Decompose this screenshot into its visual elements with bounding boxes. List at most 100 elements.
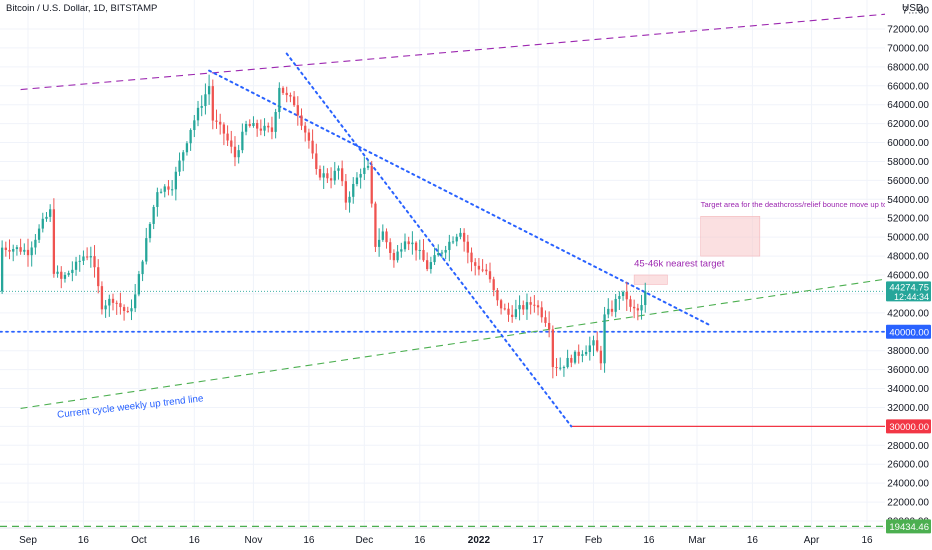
time-tick-label: Dec [355,535,373,546]
candle-body [45,216,48,219]
candle-body [300,115,303,126]
candle-body [185,143,189,153]
price-tick-label: 24000.00 [887,479,929,490]
candle-body [200,106,203,108]
candle-body [137,274,141,295]
zones-layer [633,216,761,285]
price-tick-label: 46000.00 [887,271,929,282]
candle-body [233,146,237,158]
candle-body [174,171,177,190]
price-tick-label: 42000.00 [887,308,929,319]
candle-body [581,354,584,356]
candle-body [292,96,296,106]
candle-body [26,249,30,256]
candle-body [507,308,510,315]
candle-body [167,186,170,190]
candle-body [252,123,255,126]
candle-body [111,298,115,303]
candle-body [433,255,436,263]
currency-label[interactable]: USD [902,3,923,14]
candle-body [584,351,588,355]
last-price-badge[interactable] [886,281,931,302]
candle-body [156,192,159,207]
candle-body [422,249,425,261]
hline-badge[interactable] [886,419,931,434]
candle-body [333,170,336,181]
candle-body [363,167,366,174]
candle-body [204,94,207,107]
candle-body [307,132,311,141]
candle-body [304,125,307,133]
price-tick-label: 32000.00 [887,403,929,414]
candle-body [359,173,362,178]
hline-badge[interactable] [886,324,931,339]
hline-badge-label: 30000.00 [889,422,929,433]
price-tick-label: 36000.00 [887,365,929,376]
candle-body [341,168,344,182]
candles-layer [0,74,647,379]
candle-body [570,357,573,363]
candle-body [474,262,477,266]
candle-body [37,228,41,240]
candle-body [374,203,377,247]
symbol-title: Bitcoin / U.S. Dollar, 1D, BITSTAMP [6,3,157,14]
time-tick-label: Oct [131,535,147,546]
candle-body [67,273,70,275]
horizontal-lines-layer [0,290,886,527]
price-tick-label: 60000.00 [887,138,929,149]
candle-body [533,304,536,306]
price-tick-label: 58000.00 [887,157,929,168]
candle-body [352,183,355,197]
time-tick-label: Mar [688,535,706,546]
candle-body [193,120,196,131]
candle-body [163,186,166,192]
price-tick-label: 22000.00 [887,498,929,509]
candle-body [52,209,56,274]
candle-body [85,256,89,258]
candle-body [640,305,643,311]
candle-body [348,196,351,203]
candle-body [315,153,318,170]
time-tick-label: 2022 [468,535,491,546]
candle-body [518,305,521,310]
candle-body [311,140,314,154]
hline-badge[interactable] [886,519,931,534]
candle-body [337,168,340,171]
candle-body [514,309,518,317]
price-tick-label: 56000.00 [887,176,929,187]
last-price-label: 44274.75 [889,282,929,293]
candle-body [115,302,118,304]
candle-body [618,296,621,299]
candle-body [414,242,418,251]
annotation-nearest-target: 45-46k nearest target [634,258,725,269]
candle-body [244,124,248,132]
candle-body [344,181,348,203]
candle-body [108,298,111,306]
candle-body [603,314,606,364]
candle-body [196,107,200,121]
candle-body [159,191,163,193]
candle-body [170,189,174,191]
trend-lines-layer [20,12,901,428]
candle-body [525,302,529,310]
candle-body [78,260,81,262]
candle-body [182,152,185,161]
time-tick-label: Apr [804,535,820,546]
candle-body [485,269,488,272]
time-axis-background[interactable] [0,528,885,550]
candle-body [547,322,551,330]
price-axis-background[interactable] [885,0,932,550]
time-tick-label: Nov [245,535,263,546]
time-axis[interactable]: Sep 16 Oct 16 Nov 16 Dec 16 2022 17 Feb 16 Mar 16 Apr 1… [19,535,873,546]
candle-body [226,133,229,141]
candle-body [451,241,455,243]
candle-body [126,310,129,312]
candle-body [522,305,525,310]
price-tick-label: 50000.00 [887,233,929,244]
candle-body [0,247,4,292]
price-tick-label: 34000.00 [887,384,929,395]
candle-body [573,351,577,363]
time-tick-label: 16 [414,535,426,546]
time-tick-label: 16 [303,535,315,546]
